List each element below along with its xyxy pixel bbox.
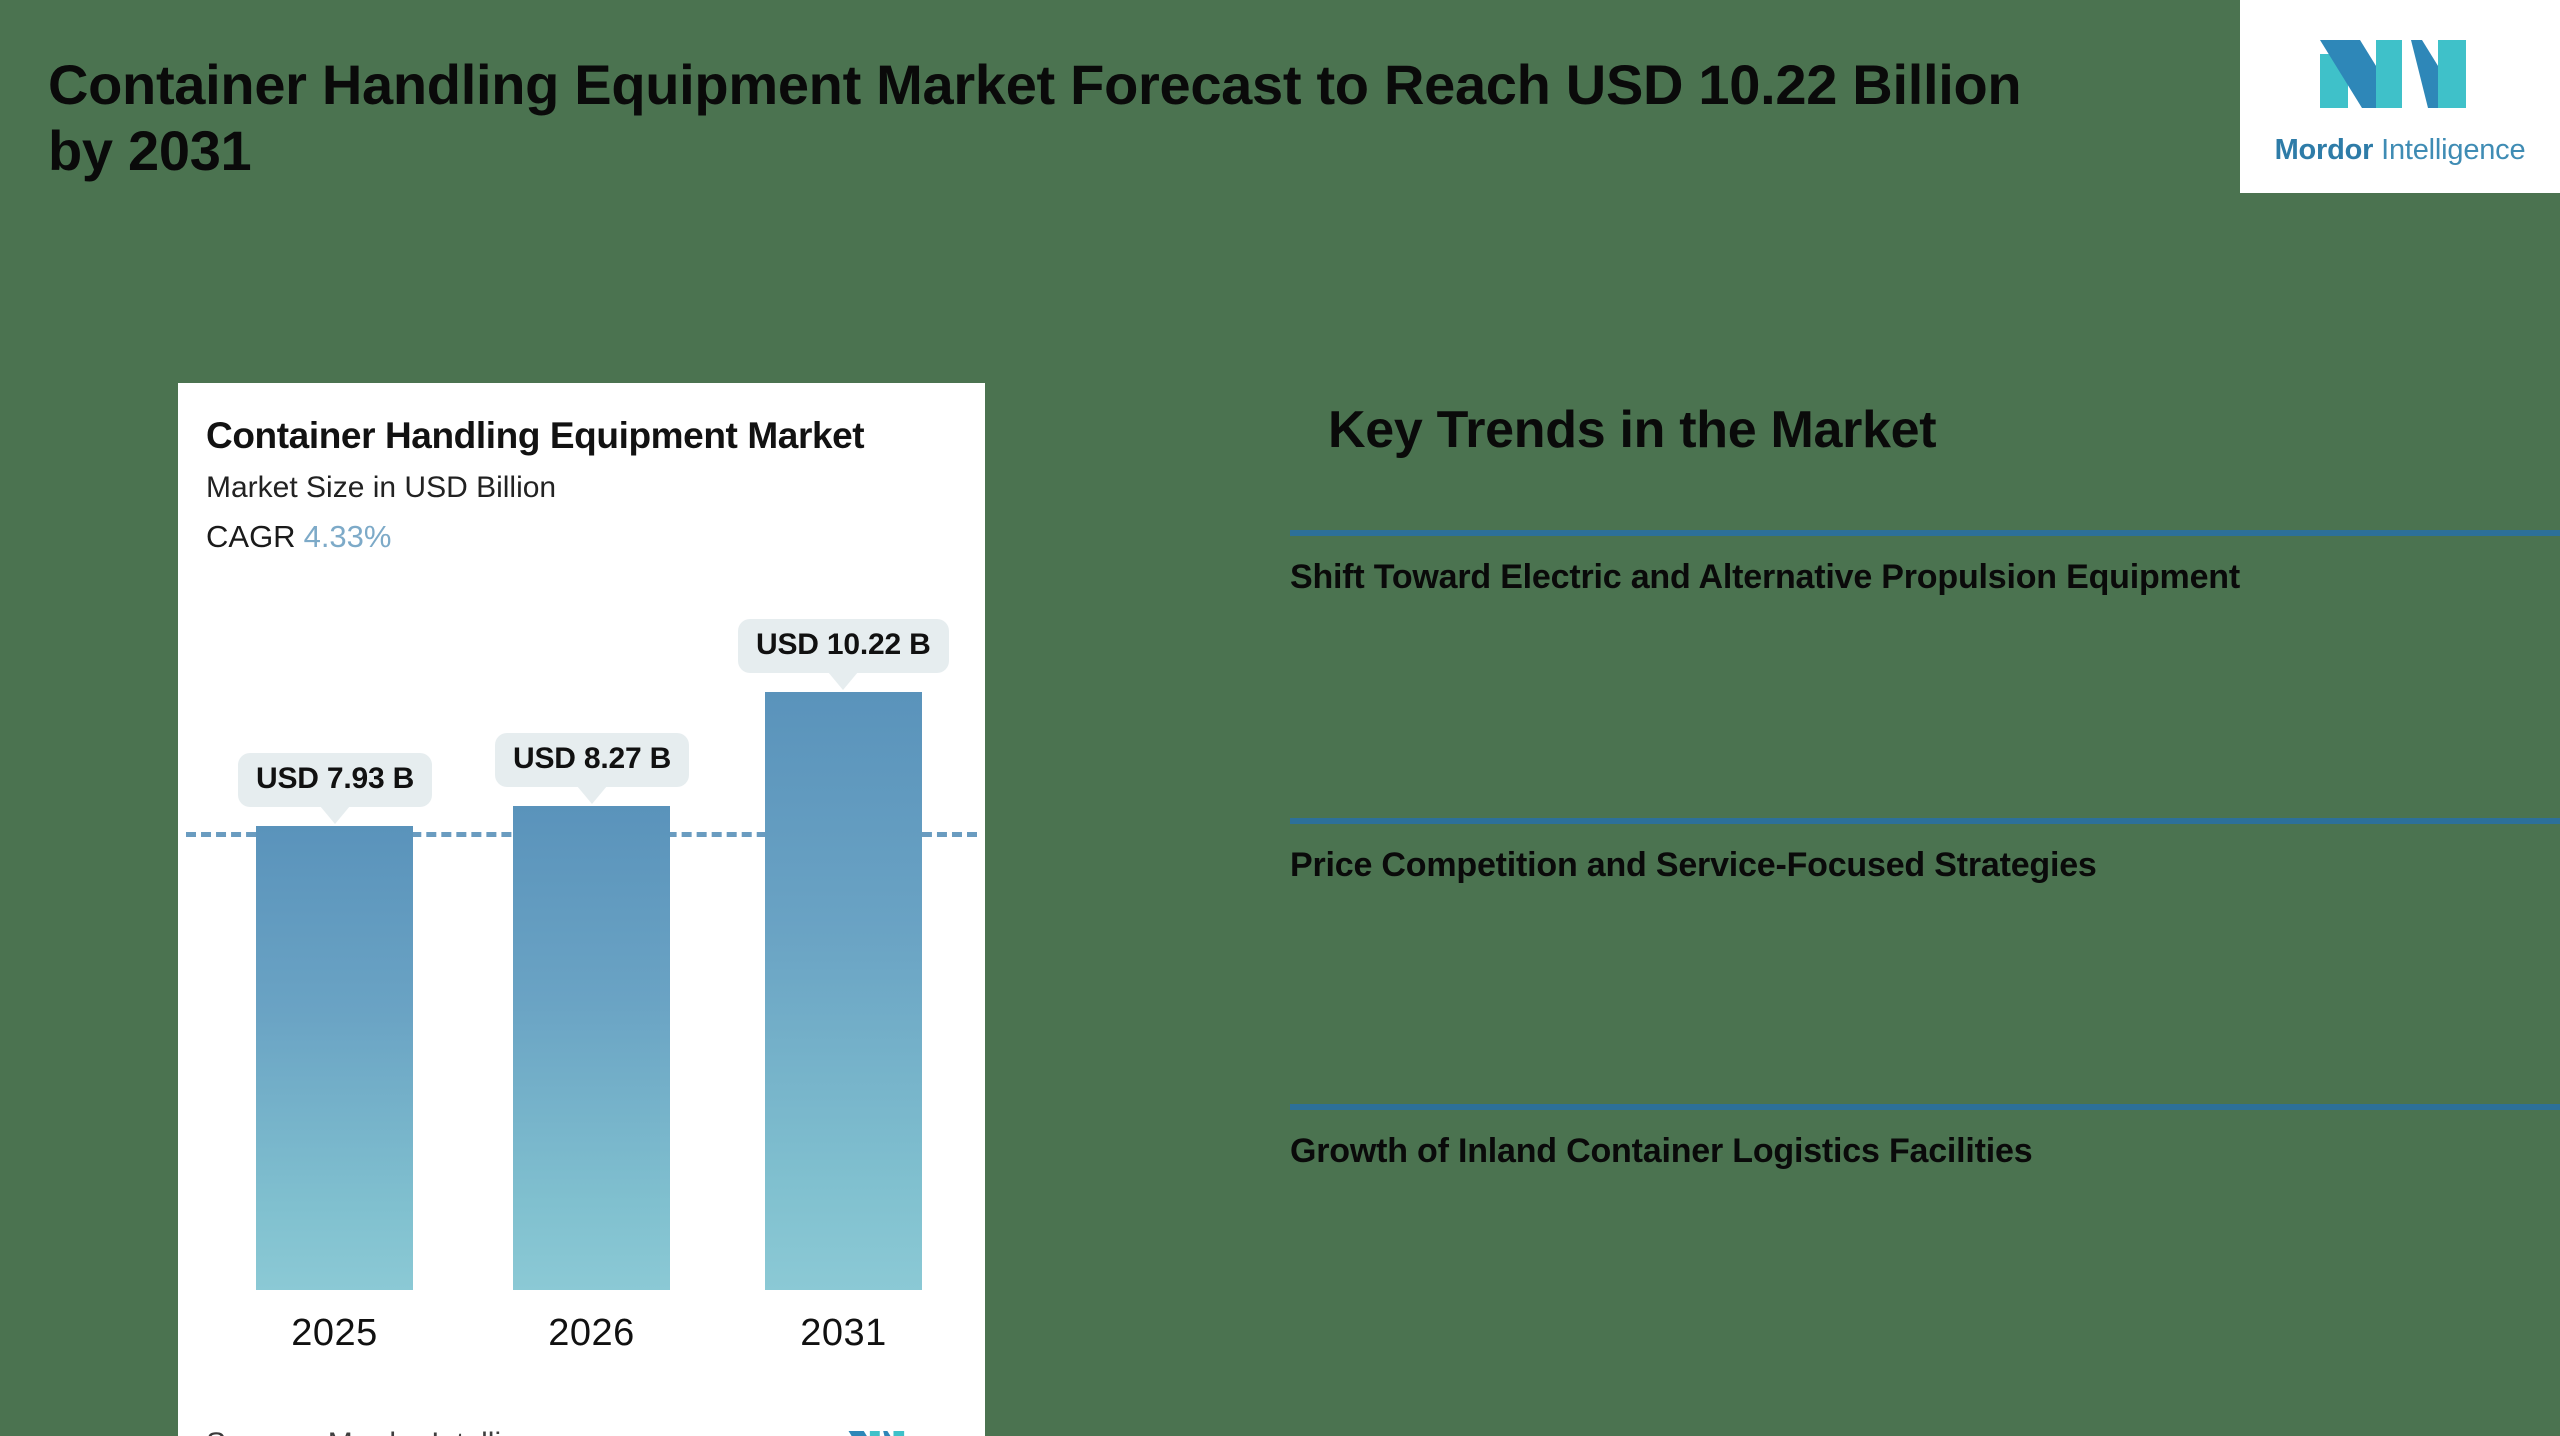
bar-label-2031: USD 10.22 B [738, 619, 949, 673]
brand-name-bold: Mordor [2274, 134, 2374, 166]
key-trend-item-1[interactable]: Shift Toward Electric and Alternative Pr… [1290, 530, 2560, 597]
cagr-value: 4.33% [303, 519, 392, 554]
trend-label: Growth of Inland Container Logistics Fac… [1290, 1132, 2033, 1170]
trend-divider [1290, 530, 2560, 536]
key-trend-item-3[interactable]: Growth of Inland Container Logistics Fac… [1290, 1104, 2560, 1171]
cagr-label: CAGR [206, 519, 296, 554]
brand-logo-box: Mordor Intelligence [2240, 0, 2560, 193]
x-tick-2025: 2025 [291, 1312, 378, 1354]
bar-2026[interactable] [513, 806, 670, 1290]
chart-source: Source : Mordor Intelligence [206, 1427, 583, 1436]
chart-cagr: CAGR 4.33% [206, 519, 391, 555]
bar-label-2026: USD 8.27 B [495, 733, 690, 787]
mordor-m-logo-icon [848, 1431, 905, 1436]
bar-2031[interactable] [765, 692, 922, 1290]
x-tick-2026: 2026 [548, 1312, 635, 1354]
page-title: Container Handling Equipment Market Fore… [48, 53, 2022, 183]
trend-divider [1290, 818, 2560, 824]
chart-title: Container Handling Equipment Market [206, 415, 865, 456]
key-trend-item-2[interactable]: Price Competition and Service-Focused St… [1290, 818, 2560, 885]
source-name: Mordor Intelligence [328, 1427, 583, 1436]
trend-label: Shift Toward Electric and Alternative Pr… [1290, 558, 2240, 596]
bar-2025[interactable] [256, 826, 413, 1290]
bar-label-2025: USD 7.93 B [238, 753, 433, 807]
trend-divider [1290, 1104, 2560, 1110]
trend-label: Price Competition and Service-Focused St… [1290, 846, 2097, 884]
bar-chart-plot: USD 7.93 B 2025 USD 8.27 B 2026 USD 10.2… [178, 383, 985, 1436]
chart-card: Container Handling Equipment Market Mark… [178, 383, 985, 1436]
source-label: Source : [206, 1427, 318, 1436]
mordor-m-logo-icon [2320, 40, 2466, 108]
brand-logo-wordmark: Mordor Intelligence [2275, 134, 2526, 167]
x-tick-2031: 2031 [800, 1312, 887, 1354]
chart-subtitle: Market Size in USD Billion [206, 471, 557, 504]
brand-name-light: Intelligence [2381, 134, 2526, 166]
key-trends-heading: Key Trends in the Market [1328, 401, 1937, 459]
